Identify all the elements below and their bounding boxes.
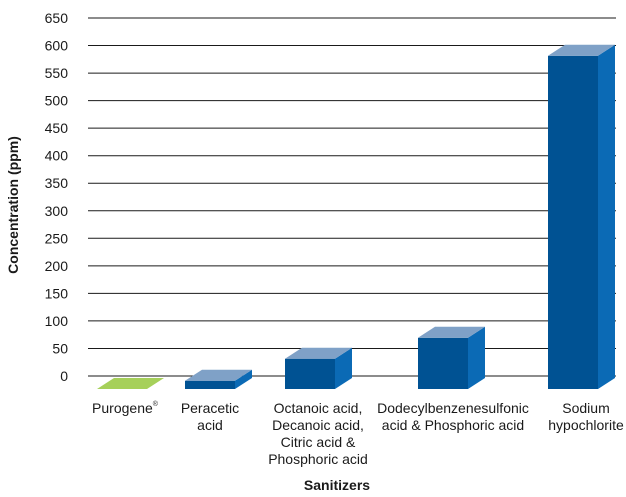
bar-side bbox=[235, 369, 252, 389]
bar-top bbox=[285, 347, 352, 359]
bar-front bbox=[185, 380, 235, 389]
bar bbox=[418, 326, 485, 389]
gridlines bbox=[88, 17, 616, 377]
bar-front bbox=[548, 55, 598, 390]
y-tick-label: 0 bbox=[60, 368, 68, 384]
bar bbox=[548, 44, 615, 390]
y-tick-label: 400 bbox=[45, 148, 69, 164]
y-tick-label: 600 bbox=[45, 38, 69, 54]
y-tick-label: 300 bbox=[45, 203, 69, 219]
y-tick-label: 450 bbox=[45, 120, 69, 136]
y-tick-label: 650 bbox=[45, 10, 69, 26]
x-axis-categories: Purogene® Peracetic acid Octanoic acid, Deca… bbox=[92, 400, 624, 467]
bar bbox=[185, 369, 252, 389]
x-axis-title: Sanitizers bbox=[304, 477, 370, 493]
bar-front bbox=[418, 337, 468, 389]
bar-side bbox=[598, 44, 615, 390]
y-axis-title: Concentration (ppm) bbox=[5, 136, 21, 274]
bar-front bbox=[285, 358, 335, 389]
y-tick-label: 250 bbox=[45, 230, 69, 246]
y-tick-label: 50 bbox=[52, 340, 68, 356]
bar-side bbox=[335, 347, 352, 389]
y-tick-label: 100 bbox=[45, 313, 69, 329]
x-category-label: Dodecylbenzenesulfonic acid & Phosphoric … bbox=[377, 400, 529, 433]
bar-top bbox=[97, 378, 164, 389]
x-category-label: Sodium hypochlorite bbox=[548, 400, 624, 433]
y-tick-label: 500 bbox=[45, 93, 69, 109]
bar-side bbox=[468, 326, 485, 389]
y-tick-label: 200 bbox=[45, 258, 69, 274]
x-category-label: Peracetic acid bbox=[181, 400, 239, 433]
y-tick-label: 550 bbox=[45, 65, 69, 81]
bars bbox=[97, 44, 615, 390]
y-tick-label: 350 bbox=[45, 175, 69, 191]
bar-top bbox=[548, 44, 615, 56]
x-category-label: Octanoic acid, Decanoic acid, Citric acid … bbox=[268, 400, 368, 467]
bar bbox=[97, 378, 164, 389]
bar-top bbox=[185, 369, 252, 381]
bar bbox=[285, 347, 352, 389]
bar-top bbox=[418, 326, 485, 338]
x-category-label: Purogene® bbox=[92, 400, 159, 416]
y-tick-label: 150 bbox=[45, 285, 69, 301]
y-axis-ticks: 0 50 100 150 200 250 300 350 400 450 500 550 600 650 bbox=[45, 10, 69, 384]
